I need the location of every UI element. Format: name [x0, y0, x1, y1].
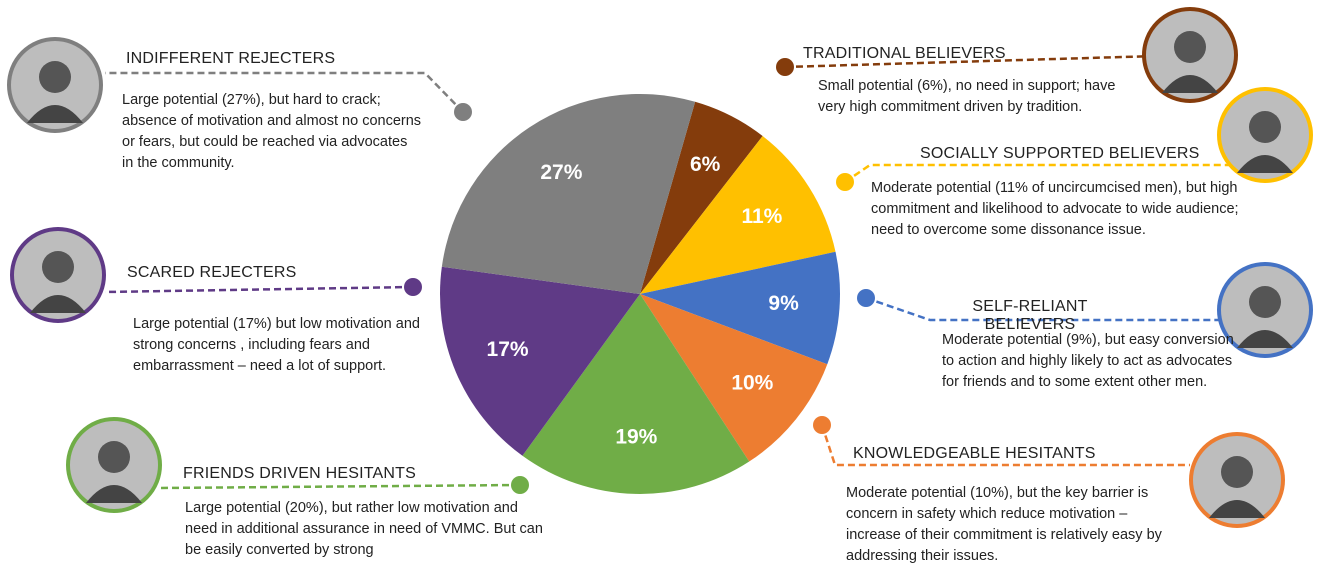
photo-head	[1249, 111, 1281, 143]
photo-head	[42, 251, 74, 283]
segment-title: TRADITIONAL BELIEVERS	[803, 45, 1006, 63]
segment-title: FRIENDS DRIVEN HESITANTS	[183, 465, 416, 483]
photo-head	[1174, 31, 1206, 63]
photo-head	[1249, 286, 1281, 318]
connector-dot	[857, 289, 875, 307]
connector-dot	[454, 103, 472, 121]
connector	[160, 485, 520, 488]
connector-dot	[404, 278, 422, 296]
page: {"chart_data": {"type": "pie", "categori…	[0, 0, 1318, 568]
connector-dot	[776, 58, 794, 76]
segment-description: Large potential (20%), but rather low mo…	[185, 498, 545, 561]
photo-head	[39, 61, 71, 93]
segment-description: Moderate potential (9%), but easy conver…	[942, 330, 1242, 393]
connector	[105, 287, 413, 292]
photo-head	[1221, 456, 1253, 488]
segment-title: KNOWLEDGEABLE HESITANTS	[853, 445, 1096, 463]
photo-head	[98, 441, 130, 473]
value-label: 11%	[741, 205, 782, 228]
value-label: 9%	[768, 292, 799, 315]
segment-title: SCARED REJECTERS	[127, 264, 296, 282]
segment-description: Large potential (27%), but hard to crack…	[122, 90, 422, 174]
segment-title: SELF-RELIANT BELIEVERS	[960, 298, 1100, 334]
value-label: 19%	[615, 426, 657, 449]
segment-description: Small potential (6%), no need in support…	[818, 76, 1138, 118]
segment-description: Moderate potential (11% of uncircumcised…	[871, 178, 1251, 241]
segment-title: INDIFFERENT REJECTERS	[126, 50, 335, 68]
value-label: 6%	[690, 153, 721, 176]
segment-description: Moderate potential (10%), but the key ba…	[846, 483, 1186, 567]
segment-title: SOCIALLY SUPPORTED BELIEVERS	[920, 145, 1199, 163]
connector-dot	[813, 416, 831, 434]
value-label: 27%	[540, 161, 582, 184]
value-label: 17%	[487, 338, 529, 361]
segment-description: Large potential (17%) but low motivation…	[133, 314, 423, 377]
value-label: 10%	[731, 372, 773, 395]
connector-dot	[511, 476, 529, 494]
connector-dot	[836, 173, 854, 191]
